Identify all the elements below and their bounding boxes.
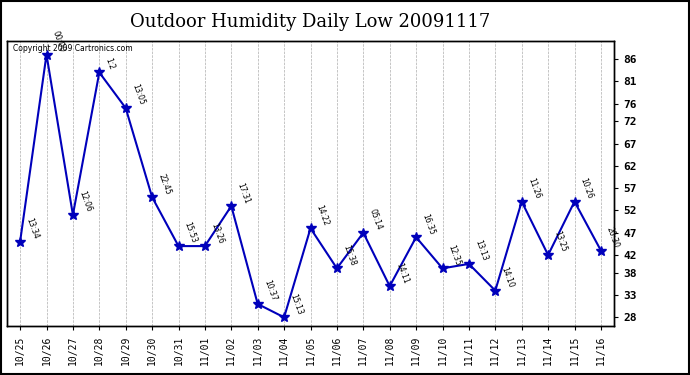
- Text: 13:05: 13:05: [130, 83, 146, 106]
- Text: 13:13: 13:13: [473, 239, 489, 262]
- Text: 17:31: 17:31: [235, 181, 251, 205]
- Text: 13:25: 13:25: [552, 230, 568, 254]
- Text: 20:30: 20:30: [605, 225, 621, 249]
- Text: 10:26: 10:26: [579, 177, 595, 200]
- Text: 12:35: 12:35: [446, 243, 462, 267]
- Text: 05:14: 05:14: [368, 208, 384, 231]
- Text: 13:34: 13:34: [24, 217, 40, 240]
- Text: 10:37: 10:37: [262, 279, 278, 303]
- Text: 1:2: 1:2: [104, 57, 116, 71]
- Text: 14:11: 14:11: [394, 261, 410, 285]
- Text: 00:00: 00:00: [50, 30, 67, 53]
- Text: 13:26: 13:26: [209, 221, 225, 245]
- Text: 16:35: 16:35: [420, 212, 436, 236]
- Text: 11:26: 11:26: [526, 177, 542, 200]
- Text: 14:10: 14:10: [500, 266, 515, 289]
- Text: 22:45: 22:45: [156, 172, 172, 196]
- Text: 15:53: 15:53: [183, 221, 199, 245]
- Text: Outdoor Humidity Daily Low 20091117: Outdoor Humidity Daily Low 20091117: [130, 13, 491, 31]
- Text: 12:06: 12:06: [77, 190, 93, 213]
- Text: Copyright 2009 Cartronics.com: Copyright 2009 Cartronics.com: [13, 44, 132, 53]
- Text: 14:22: 14:22: [315, 204, 331, 227]
- Text: 15:13: 15:13: [288, 292, 304, 316]
- Text: 15:38: 15:38: [341, 243, 357, 267]
